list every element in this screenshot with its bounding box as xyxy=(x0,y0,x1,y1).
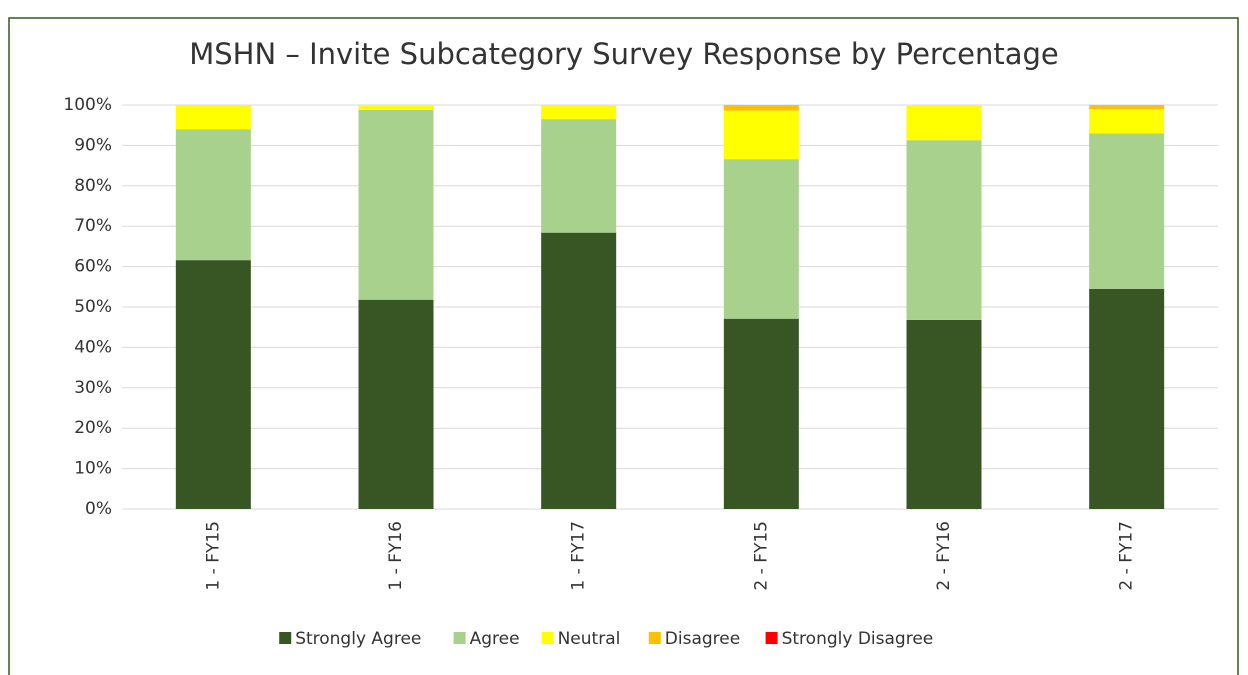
bar-segment xyxy=(1089,288,1165,509)
y-tick-label: 0% xyxy=(85,499,112,519)
legend-label: Agree xyxy=(470,629,520,649)
bar-segment xyxy=(1089,133,1165,289)
x-tick-label: 1 - FY17 xyxy=(569,521,589,591)
chart-title: MSHN – Invite Subcategory Survey Respons… xyxy=(189,37,1059,71)
legend-swatch xyxy=(279,632,292,644)
y-tick-label: 40% xyxy=(74,337,112,357)
bar-segment xyxy=(723,110,799,160)
y-tick-label: 50% xyxy=(74,297,112,317)
bar-segment xyxy=(723,105,799,111)
y-tick-label: 90% xyxy=(74,135,112,155)
legend-label: Disagree xyxy=(665,629,740,649)
bar-segment xyxy=(906,105,982,141)
y-tick-label: 30% xyxy=(74,378,112,398)
bar-segment xyxy=(358,299,434,509)
y-tick-label: 70% xyxy=(74,216,112,236)
legend-swatch xyxy=(541,632,554,644)
bar-segment xyxy=(906,319,982,509)
bar-segment xyxy=(358,105,434,110)
bar-segment xyxy=(1089,109,1165,134)
y-tick-label: 60% xyxy=(74,257,112,277)
y-tick-label: 80% xyxy=(74,176,112,196)
x-tick-label: 2 - FY15 xyxy=(751,521,771,591)
legend-label: Strongly Agree xyxy=(295,629,421,649)
legend-swatch xyxy=(648,632,661,644)
bar-segment xyxy=(541,105,617,120)
bar-segment xyxy=(175,260,251,509)
bar-segment xyxy=(358,109,434,300)
y-tick-label: 10% xyxy=(74,459,112,479)
bar-segment xyxy=(541,119,617,233)
bar-segment xyxy=(175,129,251,261)
bar-segment xyxy=(175,105,251,130)
bar-segment xyxy=(541,232,617,509)
legend-swatch xyxy=(453,632,466,644)
bar-segment xyxy=(1089,105,1165,110)
x-tick-label: 1 - FY15 xyxy=(203,521,223,591)
bar-segment xyxy=(723,159,799,319)
y-tick-label: 20% xyxy=(74,418,112,438)
x-tick-label: 2 - FY16 xyxy=(934,521,954,591)
y-tick-label: 100% xyxy=(63,95,112,115)
bar-segment xyxy=(906,140,982,320)
bar-segment xyxy=(723,318,799,509)
legend-label: Neutral xyxy=(558,629,621,649)
legend-swatch xyxy=(765,632,778,644)
legend-label: Strongly Disagree xyxy=(782,629,934,649)
x-tick-label: 1 - FY16 xyxy=(386,521,406,591)
x-tick-label: 2 - FY17 xyxy=(1117,521,1137,591)
